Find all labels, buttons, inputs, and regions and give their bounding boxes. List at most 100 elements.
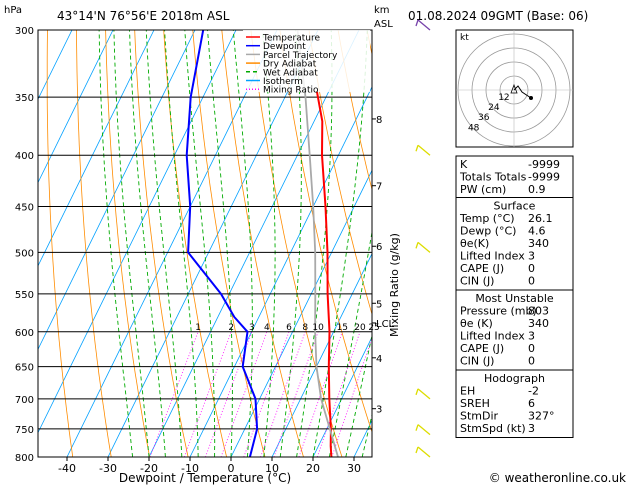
index-value: -9999 — [528, 171, 560, 184]
plot-frame — [37, 29, 373, 458]
pressure-tick-label: 500 — [15, 248, 34, 259]
wind-barb — [417, 388, 431, 400]
index-label: StmSpd (kt) — [460, 422, 526, 435]
index-value: -9999 — [528, 158, 560, 171]
wet-adiabat-line — [312, 30, 368, 457]
section-title: Most Unstable — [475, 292, 554, 305]
index-value: 0 — [528, 275, 535, 288]
pressure-tick-label: 300 — [15, 26, 34, 37]
wind-barb — [417, 144, 431, 156]
isotherm-line — [189, 86, 372, 457]
legend-item: Temperature — [262, 34, 320, 44]
mixing-ratio-label: 10 — [312, 323, 324, 333]
datetime-title: 01.08.2024 09GMT (Base: 06) — [408, 9, 588, 23]
index-label: CAPE (J) — [460, 262, 504, 275]
wet-adiabat-line — [113, 30, 150, 457]
dry-adiabat-line — [571, 30, 629, 457]
altitude-axis: 8 7 6 5 LCL 4 3 — [372, 115, 395, 416]
mixing-ratio-line — [316, 331, 361, 457]
index-value: 4.6 — [528, 225, 546, 238]
wind-barb — [417, 19, 431, 31]
mixing-ratio-label: 4 — [264, 323, 270, 333]
hodograph-ring-label: 24 — [488, 103, 500, 113]
isotherm-line — [38, 30, 196, 351]
pressure-tick-label: 650 — [15, 363, 34, 374]
mixing-ratio-label: 15 — [337, 323, 348, 333]
isotherm-line — [38, 30, 155, 267]
index-label: EH — [460, 385, 475, 398]
mixing-ratio-line — [149, 331, 199, 457]
hodograph-ring-label: 48 — [468, 123, 480, 133]
series-line-dewpoint — [185, 30, 259, 457]
altitude-tick-label: 7 — [376, 182, 382, 193]
legend-item: Parcel Trajectory — [263, 51, 338, 61]
pressure-tick-label: 450 — [15, 203, 34, 214]
section-title: Surface — [494, 200, 536, 213]
isotherm-line — [312, 336, 372, 457]
index-label: SREH — [460, 397, 490, 410]
wet-adiabat-line — [164, 30, 199, 457]
wind-barb — [417, 241, 431, 253]
pressure-tick-label: 550 — [15, 290, 34, 301]
temperature-tick-label: 20 — [306, 462, 320, 475]
index-label: CAPE (J) — [460, 342, 504, 355]
isotherm-lines — [38, 30, 372, 457]
wind-barb-flag — [415, 424, 419, 431]
hodograph-end-marker — [529, 96, 533, 100]
isotherm-line — [38, 30, 237, 434]
index-label: θe (K) — [460, 317, 493, 330]
mixing-ratio-label: 20 — [354, 323, 366, 333]
index-label: Pressure (mb) — [460, 305, 537, 318]
temperature-tick-label: -30 — [99, 462, 117, 475]
index-value: 340 — [528, 237, 549, 250]
temperature-tick-label: -10 — [181, 462, 199, 475]
pressure-tick-label: 350 — [15, 93, 34, 104]
isotherm-line — [230, 169, 372, 457]
index-label: Lifted Index — [460, 250, 525, 263]
index-value: 6 — [528, 397, 535, 410]
table-section — [455, 197, 574, 291]
index-value: 26.1 — [528, 212, 553, 225]
legend-item: Wet Adiabat — [263, 68, 318, 78]
isotherm-line — [148, 30, 360, 457]
index-value: -2 — [528, 385, 539, 398]
temperature-tick-label: -40 — [58, 462, 76, 475]
wet-adiabat-line — [129, 30, 166, 457]
mixing-ratio-line — [183, 331, 232, 457]
wind-barb-flag — [415, 242, 419, 249]
dry-adiabat-line — [163, 30, 227, 457]
mixing-ratio-line — [273, 331, 319, 457]
index-value: 3 — [528, 250, 535, 263]
pressure-tick-label: 400 — [15, 151, 34, 162]
wind-barb — [417, 446, 431, 458]
index-label: CIN (J) — [460, 275, 494, 288]
mixing-ratio-label: 2 — [228, 323, 234, 333]
index-label: CIN (J) — [460, 355, 494, 368]
mixing-ratio-labels: 1 2 3 4 6 8 10 15 20 25 — [195, 323, 380, 333]
table-section — [455, 289, 574, 371]
legend-item: Mixing Ratio — [263, 86, 319, 96]
wind-barb — [417, 424, 431, 436]
mixing-ratio-line — [243, 331, 290, 457]
index-value: 0 — [528, 342, 535, 355]
index-value: 3 — [528, 330, 535, 343]
temperature-tick-label: 10 — [265, 462, 279, 475]
series-line-temperature — [315, 90, 333, 457]
altitude-tick-label: LCL — [376, 319, 395, 330]
dry-adiabat-line — [46, 30, 74, 457]
profile-series — [185, 30, 339, 457]
index-value: 327° — [528, 410, 555, 423]
mixing-ratio-label: 25 — [368, 323, 379, 333]
index-label: Dewp (°C) — [460, 225, 516, 238]
index-value: 340 — [528, 317, 549, 330]
wind-barb-flag — [415, 446, 419, 454]
hodograph-unit-label: kt — [460, 33, 469, 43]
isotherm-line — [107, 30, 319, 457]
legend-item: Dewpoint — [263, 42, 306, 52]
table-section — [455, 155, 574, 198]
